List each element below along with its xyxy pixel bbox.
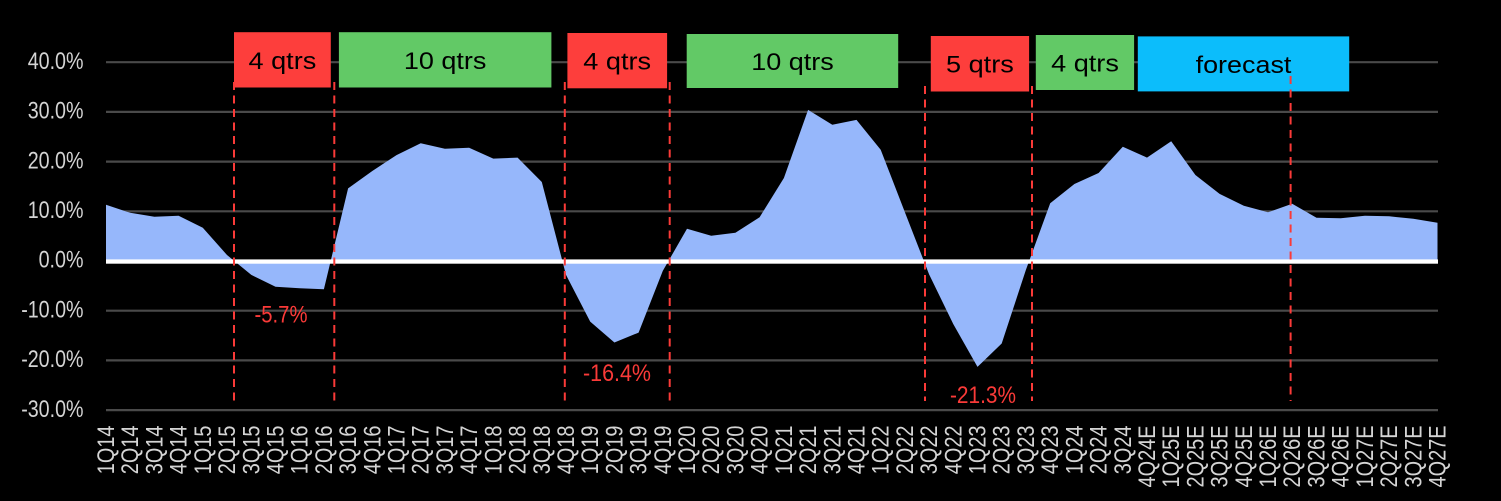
svg-text:forecast: forecast <box>1196 52 1292 79</box>
svg-text:2Q22: 2Q22 <box>892 426 919 475</box>
svg-text:-5.7%: -5.7% <box>255 302 308 329</box>
svg-text:4 qtrs: 4 qtrs <box>1051 51 1119 78</box>
svg-text:3Q18: 3Q18 <box>529 426 556 475</box>
svg-text:2Q18: 2Q18 <box>505 426 532 475</box>
svg-text:4Q25E: 4Q25E <box>1231 426 1258 488</box>
svg-text:10.0%: 10.0% <box>28 197 84 224</box>
svg-text:3Q19: 3Q19 <box>626 426 653 475</box>
svg-text:2Q23: 2Q23 <box>989 426 1016 475</box>
svg-text:1Q22: 1Q22 <box>868 426 895 475</box>
svg-text:10 qtrs: 10 qtrs <box>751 49 834 76</box>
svg-text:1Q25E: 1Q25E <box>1158 426 1185 488</box>
svg-text:3Q14: 3Q14 <box>141 426 168 475</box>
svg-text:4Q18: 4Q18 <box>553 426 580 475</box>
svg-text:1Q17: 1Q17 <box>384 426 411 475</box>
svg-text:2Q26E: 2Q26E <box>1279 426 1306 488</box>
svg-text:3Q21: 3Q21 <box>819 426 846 475</box>
svg-text:4Q21: 4Q21 <box>844 426 871 475</box>
svg-text:4Q20: 4Q20 <box>747 426 774 475</box>
svg-text:2Q17: 2Q17 <box>408 426 435 475</box>
svg-text:-20.0%: -20.0% <box>21 346 83 373</box>
svg-text:3Q15: 3Q15 <box>238 426 265 475</box>
svg-text:3Q27E: 3Q27E <box>1400 426 1427 488</box>
svg-text:5 qtrs: 5 qtrs <box>946 52 1014 79</box>
svg-text:2Q16: 2Q16 <box>311 426 338 475</box>
svg-text:3Q24: 3Q24 <box>1110 426 1137 475</box>
svg-text:1Q27E: 1Q27E <box>1352 426 1379 488</box>
svg-text:1Q18: 1Q18 <box>480 426 507 475</box>
svg-text:2Q27E: 2Q27E <box>1376 426 1403 488</box>
svg-text:4Q27E: 4Q27E <box>1425 426 1452 488</box>
svg-text:3Q26E: 3Q26E <box>1304 426 1331 488</box>
svg-text:4Q23: 4Q23 <box>1037 426 1064 475</box>
svg-text:-10.0%: -10.0% <box>21 296 83 323</box>
svg-text:4Q15: 4Q15 <box>263 426 290 475</box>
svg-text:2Q21: 2Q21 <box>795 426 822 475</box>
svg-text:3Q17: 3Q17 <box>432 426 459 475</box>
svg-text:1Q14: 1Q14 <box>93 426 120 475</box>
svg-text:2Q20: 2Q20 <box>698 426 725 475</box>
svg-text:-21.3%: -21.3% <box>950 382 1016 409</box>
svg-text:2Q24: 2Q24 <box>1086 426 1113 475</box>
svg-text:4Q22: 4Q22 <box>940 426 967 475</box>
svg-text:2Q15: 2Q15 <box>214 426 241 475</box>
svg-text:2Q25E: 2Q25E <box>1182 426 1209 488</box>
svg-text:1Q16: 1Q16 <box>287 426 314 475</box>
svg-text:1Q26E: 1Q26E <box>1255 426 1282 488</box>
svg-text:40.0%: 40.0% <box>28 48 84 75</box>
svg-text:-16.4%: -16.4% <box>583 360 651 387</box>
svg-text:30.0%: 30.0% <box>28 98 84 125</box>
svg-text:2Q19: 2Q19 <box>601 426 628 475</box>
svg-text:4 qtrs: 4 qtrs <box>249 48 317 75</box>
svg-text:20.0%: 20.0% <box>28 147 84 174</box>
svg-text:4Q24E: 4Q24E <box>1134 426 1161 488</box>
svg-text:4Q17: 4Q17 <box>456 426 483 475</box>
svg-text:3Q23: 3Q23 <box>1013 426 1040 475</box>
svg-text:1Q20: 1Q20 <box>674 426 701 475</box>
svg-text:1Q19: 1Q19 <box>577 426 604 475</box>
svg-text:4Q19: 4Q19 <box>650 426 677 475</box>
svg-text:0.0%: 0.0% <box>39 247 84 274</box>
svg-text:2Q14: 2Q14 <box>117 426 144 475</box>
svg-text:4Q14: 4Q14 <box>166 426 193 475</box>
svg-text:4Q26E: 4Q26E <box>1328 426 1355 488</box>
svg-text:4Q16: 4Q16 <box>359 426 386 475</box>
svg-text:10 qtrs: 10 qtrs <box>404 48 487 75</box>
svg-text:3Q25E: 3Q25E <box>1207 426 1234 488</box>
svg-text:-30.0%: -30.0% <box>21 396 83 423</box>
svg-text:3Q22: 3Q22 <box>916 426 943 475</box>
svg-text:1Q23: 1Q23 <box>965 426 992 475</box>
svg-text:1Q21: 1Q21 <box>771 426 798 475</box>
svg-text:3Q16: 3Q16 <box>335 426 362 475</box>
svg-text:1Q24: 1Q24 <box>1061 426 1088 475</box>
svg-text:1Q15: 1Q15 <box>190 426 217 475</box>
svg-text:3Q20: 3Q20 <box>722 426 749 475</box>
svg-text:4 qtrs: 4 qtrs <box>583 49 651 76</box>
